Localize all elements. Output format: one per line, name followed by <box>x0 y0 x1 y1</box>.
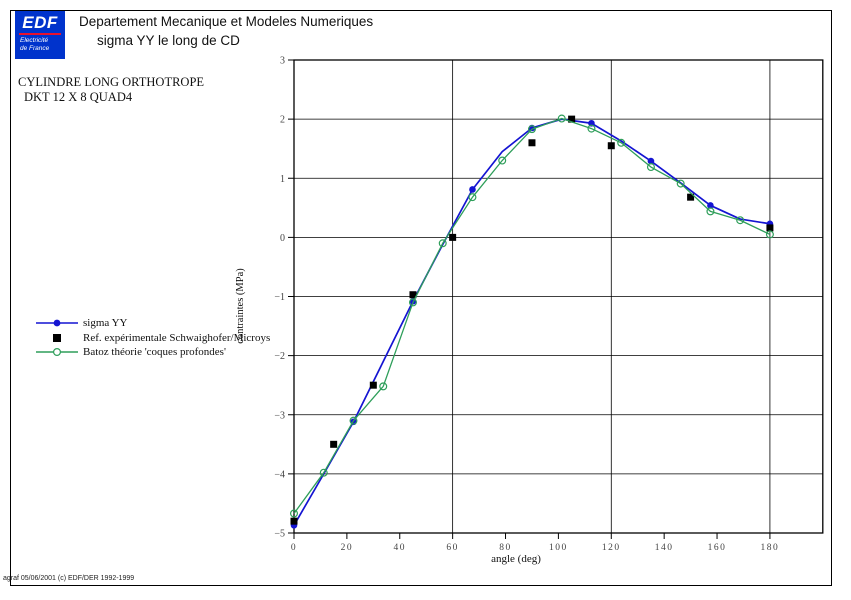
series-batoz-th-orie-coques-profondes- <box>290 114 774 518</box>
edf-logo: EDF Electricité de France <box>15 11 65 59</box>
edf-logo-sub1: Electricité <box>20 37 49 44</box>
svg-text:3: 3 <box>280 56 285 67</box>
svg-text:0: 0 <box>291 543 297 553</box>
model-info-line1: CYLINDRE LONG ORTHOTROPE <box>18 75 205 89</box>
gridlines <box>294 60 823 533</box>
svg-text:140: 140 <box>655 543 674 553</box>
edf-logo-rule <box>19 33 61 35</box>
line-filled-circle-icon <box>36 319 78 327</box>
svg-text:20: 20 <box>341 543 354 553</box>
svg-text:100: 100 <box>549 543 568 553</box>
legend-item: Ref. expérimentale Schwaighofer/Microys <box>34 331 270 346</box>
svg-text:160: 160 <box>708 543 727 553</box>
svg-text:−1: −1 <box>274 292 285 303</box>
svg-text:40: 40 <box>394 543 407 553</box>
chart-title: sigma YY le long de CD <box>97 33 240 48</box>
svg-text:180: 180 <box>761 543 780 553</box>
y-axis: 3 2 1 0 −1 −2 −3 −4 −5 contraintes (MPa) <box>235 56 294 540</box>
filled-square-icon <box>53 333 61 342</box>
svg-text:120: 120 <box>602 543 621 553</box>
legend-item-label: sigma YY <box>83 317 128 330</box>
legend: sigma YY Ref. expérimentale Schwaighofer… <box>34 316 270 360</box>
legend-item: sigma YY <box>34 316 270 331</box>
y-axis-label: contraintes (MPa) <box>235 268 246 344</box>
page-border <box>10 10 832 586</box>
model-info-line2: DKT 12 X 8 QUAD4 <box>24 90 133 104</box>
svg-text:−5: −5 <box>274 529 285 540</box>
svg-text:−3: −3 <box>274 410 285 421</box>
svg-text:0: 0 <box>280 233 285 244</box>
line-open-circle-icon <box>36 348 78 357</box>
svg-text:1: 1 <box>280 174 285 185</box>
model-info: CYLINDRE LONG ORTHOTROPE DKT 12 X 8 QUAD… <box>18 75 204 105</box>
legend-item-label: Batoz théorie 'coques profondes' <box>83 346 226 359</box>
svg-text:60: 60 <box>446 543 459 553</box>
series-sigma-yy <box>290 118 774 529</box>
edf-logo-text: EDF <box>22 13 58 32</box>
series-ref-exp-rimentale-schwaighofer-microys <box>290 115 774 525</box>
svg-text:−2: −2 <box>274 351 285 362</box>
edf-logo-sub2: de France <box>20 44 50 52</box>
footer-credit: agraf 05/06/2001 (c) EDF/DER 1992-1999 <box>3 575 135 582</box>
svg-text:−4: −4 <box>274 469 285 480</box>
legend-item: Batoz théorie 'coques profondes' <box>34 345 270 360</box>
svg-text:80: 80 <box>499 543 512 553</box>
legend-item-label: Ref. expérimentale Schwaighofer/Microys <box>83 331 271 344</box>
header-department-title: Departement Mecanique et Modeles Numeriq… <box>79 14 374 29</box>
x-axis-label: angle (deg) <box>491 553 541 565</box>
svg-text:2: 2 <box>280 115 285 126</box>
x-axis: 0 20 40 60 80 100 120 140 160 180 angle (deg) <box>291 533 780 565</box>
